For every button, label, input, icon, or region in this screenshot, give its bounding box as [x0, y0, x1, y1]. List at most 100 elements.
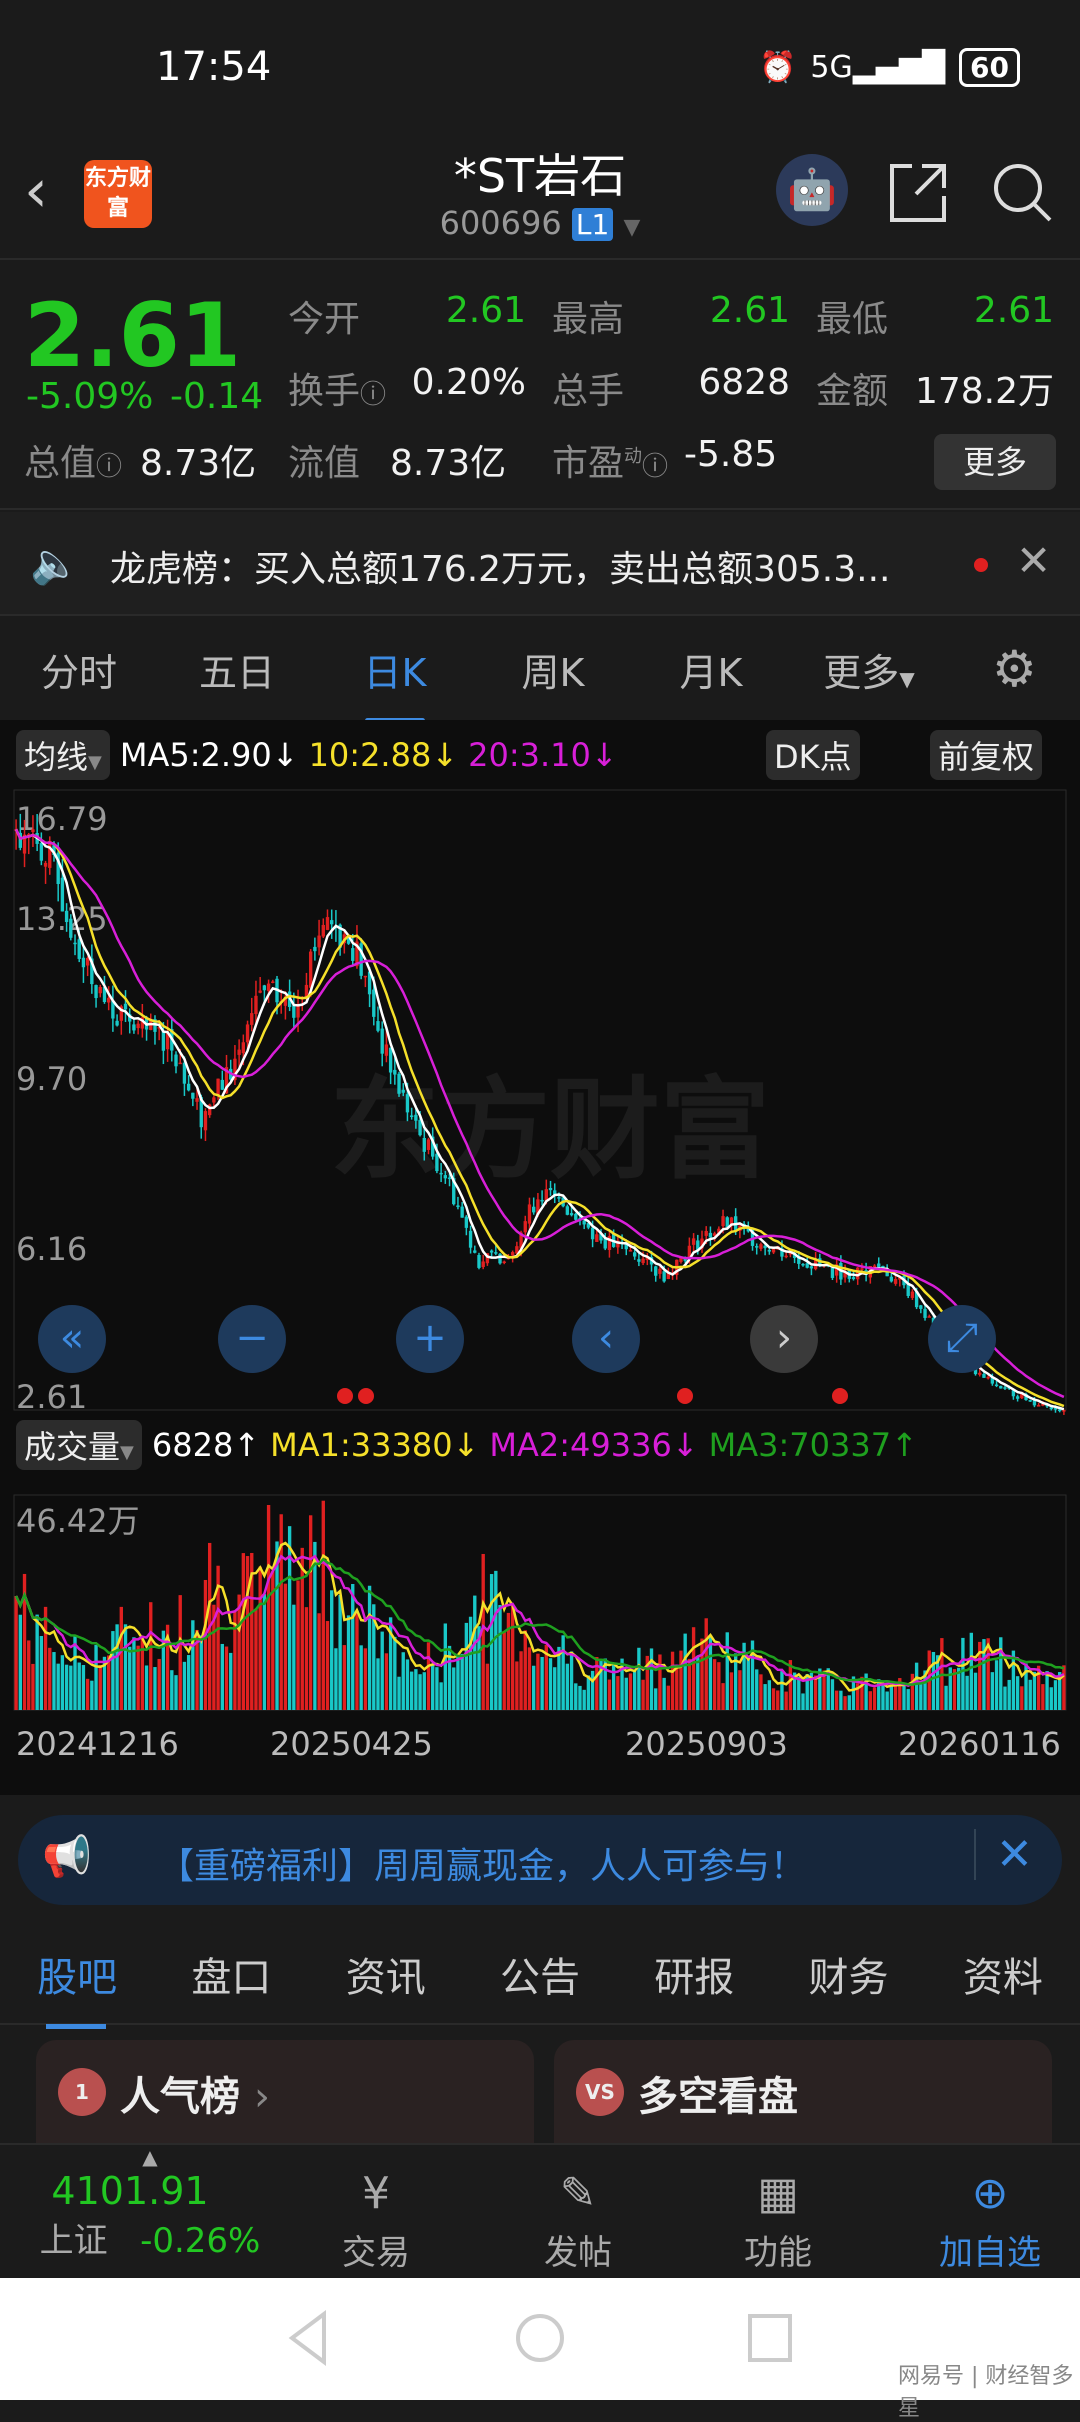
app-logo[interactable]: 东方财富 — [84, 160, 152, 228]
gear-icon[interactable]: ⚙ — [992, 640, 1037, 698]
content-tab-3[interactable]: 公告 — [499, 1955, 580, 2001]
candle-body — [923, 1308, 927, 1318]
volume-bar — [856, 1683, 860, 1710]
candle-body — [195, 1098, 199, 1102]
zoom-out-icon[interactable]: − — [218, 1305, 286, 1373]
volume-bar — [780, 1671, 784, 1710]
candle-body — [165, 1032, 170, 1050]
volume-bar — [565, 1663, 570, 1710]
news-banner[interactable]: 🔈 龙虎榜：买入总额176.2万元，卖出总额305.3... ✕ — [0, 512, 1080, 616]
back-nav-icon[interactable] — [280, 2308, 340, 2368]
y-tick-label: 9.70 — [16, 1060, 87, 1098]
bull-bear-card[interactable]: VS 多空看盘 — [554, 2040, 1052, 2143]
volume-bar — [666, 1685, 671, 1710]
kline-chart-area[interactable]: 均线▼ MA5:2.90↓ 10:2.88↓ 20:3.10↓ DK点 前复权 … — [0, 720, 1080, 1795]
volume-bar — [632, 1669, 637, 1710]
candle-body — [43, 862, 48, 867]
candle-body — [910, 1291, 915, 1298]
more-button[interactable]: 更多 — [934, 434, 1056, 490]
period-tabs: 分时 五日 日K 周K 月K 更多▼ — [0, 618, 1080, 723]
candle-body — [510, 1252, 515, 1256]
candle-body — [283, 996, 288, 1006]
candle-body — [401, 1089, 405, 1093]
tab-0[interactable]: 分时 — [40, 650, 117, 695]
content-tab-6[interactable]: 资料 — [962, 1955, 1043, 2001]
volume-bar — [39, 1636, 44, 1710]
volume-bar — [670, 1651, 675, 1710]
adjust-button[interactable]: 前复权 — [930, 730, 1043, 780]
zoom-in-icon[interactable]: + — [396, 1305, 464, 1373]
content-tab-0[interactable]: 股吧 — [0, 1945, 154, 2029]
candle-body — [426, 1139, 431, 1150]
share-icon[interactable] — [888, 160, 948, 224]
scroll-right-icon[interactable]: › — [750, 1305, 818, 1373]
tab-2[interactable]: 日K — [316, 642, 474, 723]
close-icon[interactable]: ✕ — [974, 1829, 1033, 1880]
candle-body — [515, 1246, 519, 1254]
ma5-line — [14, 828, 1065, 1411]
volume-bar — [868, 1691, 873, 1710]
volume-bar — [805, 1674, 809, 1710]
volume-bar — [557, 1646, 561, 1710]
back-icon[interactable]: ‹ — [24, 156, 48, 226]
content-tab-5[interactable]: 财务 — [808, 1955, 889, 2001]
index-ticker[interactable]: ▲ 4101.91 上证 -0.26% — [20, 2145, 280, 2262]
home-nav-icon[interactable] — [510, 2308, 570, 2368]
fullscreen-icon[interactable]: ⤢ — [928, 1305, 996, 1373]
volume-bar — [262, 1594, 267, 1710]
volume-bar — [292, 1604, 296, 1710]
ranking-icon: 1 — [58, 2068, 106, 2116]
content-tab-4[interactable]: 研报 — [654, 1955, 735, 2001]
volume-bar — [426, 1642, 431, 1710]
dk-point-button[interactable]: DK点 — [766, 730, 860, 780]
volume-bar — [826, 1668, 830, 1710]
close-icon[interactable]: ✕ — [1016, 536, 1052, 585]
volume-bar — [851, 1676, 856, 1710]
scroll-left-fast-icon[interactable]: « — [38, 1305, 106, 1373]
nav-trade[interactable]: ¥ 交易 — [316, 2163, 436, 2274]
candle-body — [372, 989, 376, 1017]
search-icon[interactable] — [990, 160, 1054, 224]
tab-5[interactable]: 更多▼ — [823, 650, 915, 695]
volume-bar — [1062, 1665, 1066, 1710]
candle-body — [98, 987, 102, 994]
nav-functions[interactable]: ▦ 功能 — [718, 2163, 838, 2274]
popularity-card[interactable]: 1 人气榜 › — [36, 2040, 534, 2143]
candle-body — [94, 985, 98, 999]
nav-post[interactable]: ✎ 发帖 — [518, 2163, 638, 2274]
candle-body — [477, 1255, 481, 1268]
scroll-left-icon[interactable]: ‹ — [572, 1305, 640, 1373]
tab-1[interactable]: 五日 — [198, 650, 275, 695]
volume-bar — [742, 1642, 746, 1710]
tab-3[interactable]: 周K — [521, 650, 585, 695]
candle-body — [755, 1246, 759, 1248]
volume-bar — [73, 1636, 77, 1710]
y-tick-label: 6.16 — [16, 1230, 87, 1268]
volume-bar — [258, 1566, 262, 1710]
volume-selector[interactable]: 成交量▼ — [16, 1420, 142, 1470]
content-tab-2[interactable]: 资讯 — [345, 1955, 426, 2001]
candle-body — [498, 1253, 502, 1264]
candle-body — [73, 942, 77, 945]
volume-bar — [813, 1675, 818, 1710]
ma-selector[interactable]: 均线▼ — [16, 730, 110, 780]
current-price: 2.61 — [24, 284, 242, 387]
tab-4[interactable]: 月K — [679, 650, 743, 695]
nav-add-watchlist[interactable]: ⊕ 加自选 — [920, 2163, 1060, 2274]
volume-bar — [468, 1616, 473, 1710]
recents-nav-icon[interactable] — [740, 2308, 800, 2368]
candle-body — [994, 1384, 999, 1387]
volume-bar — [691, 1627, 696, 1710]
volume-bar — [885, 1691, 889, 1710]
volume-bar — [98, 1664, 102, 1710]
volume-bar — [119, 1606, 123, 1710]
volume-bar — [527, 1647, 532, 1710]
volume-bar — [767, 1680, 772, 1710]
promo-banner[interactable]: 📢 【重磅福利】周周赢现金，人人可参与！ ✕ — [18, 1815, 1062, 1905]
content-tab-1[interactable]: 盘口 — [191, 1955, 272, 2001]
stock-code-row[interactable]: 600696 L1 ▼ — [0, 204, 1080, 242]
robot-assistant-icon[interactable]: 🤖 — [776, 154, 848, 226]
volume-bar — [27, 1640, 31, 1710]
field-label: 换手ⓘ — [288, 371, 387, 412]
